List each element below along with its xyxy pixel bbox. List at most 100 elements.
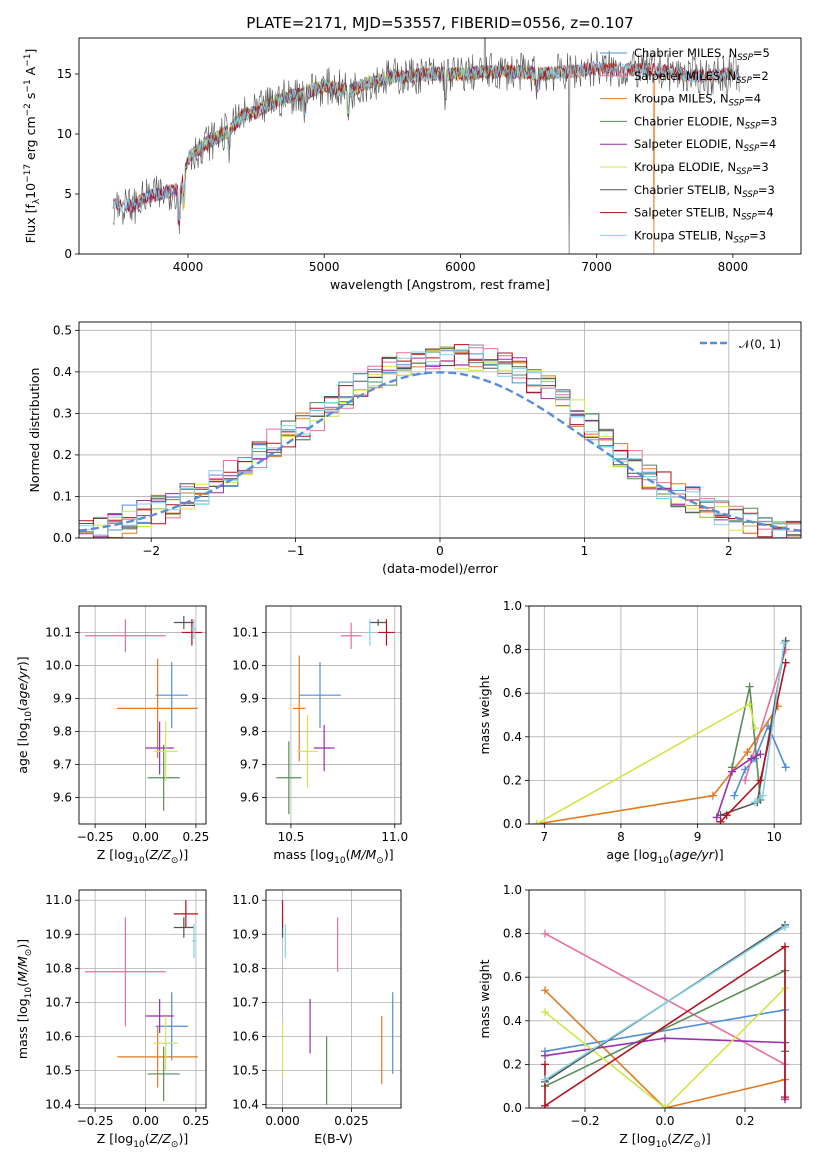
y-tick-label: 10.6 xyxy=(232,1029,259,1043)
x-tick-label: 7000 xyxy=(581,260,612,274)
legend: Chabrier MILES, NSSP=5 Salpeter MILES, NS… xyxy=(600,46,777,245)
y-tick-label: 10.9 xyxy=(232,927,259,941)
legend-entry: Chabrier MILES, NSSP=5 xyxy=(634,46,770,63)
weight-marker xyxy=(780,639,789,648)
weight-marker xyxy=(532,820,541,824)
weight-marker xyxy=(541,1051,549,1060)
x-tick-label: 8 xyxy=(617,830,625,844)
weight-marker xyxy=(730,791,739,800)
y-tick-label: 10.7 xyxy=(45,995,72,1009)
x-axis-label: E(B-V) xyxy=(314,1131,353,1146)
panel-spectrum: 4000 5000 6000 7000 8000 0 5 10 15 wavelength [An… xyxy=(23,37,802,292)
panel-mass-vs-Z: −0.25 0.00 0.25 10.4 10.5 10.6 10.7 10.8 10.9 11.… xyxy=(15,889,210,1150)
panel-mass-vs-ebv: 0.000 0.025 10.4 10.5 10.6 10.7 10.8 10.9 11.0 E(… xyxy=(232,889,402,1146)
x-tick-label: −0.25 xyxy=(77,830,114,844)
x-tick-label: 0.2 xyxy=(735,1114,754,1128)
x-axis-label: Z [log10(Z/Z⊙)] xyxy=(97,847,188,866)
weight-marker xyxy=(743,748,752,757)
panel-age-vs-mass: 10.5 11.0 9.6 9.7 9.8 9.9 10.0 10.1 mass [log10(… xyxy=(232,605,408,866)
spectrum-line xyxy=(112,60,740,222)
x-tick-label: −0.25 xyxy=(77,1114,114,1128)
panel-residuals: −2 −1 0 1 2 0.0 0.1 0.2 0.3 0.4 0.5 (data-model)/er… xyxy=(27,321,802,576)
panel-mass-weight-vs-Z: −0.2 0.0 0.2 0.0 0.2 0.4 0.6 0.8 1.0 Z [log10(Z/Z… xyxy=(477,883,802,1150)
weight-marker xyxy=(745,682,754,691)
weight-marker xyxy=(781,658,790,667)
weight-marker xyxy=(781,1093,789,1102)
y-tick-label: 10.4 xyxy=(45,1098,72,1112)
figure-title: PLATE=2171, MJD=53557, FIBERID=0556, z=0… xyxy=(246,14,633,32)
x-tick-label: 4000 xyxy=(173,260,204,274)
y-tick-label: 10.9 xyxy=(45,927,72,941)
panel-age-vs-Z: −0.25 0.00 0.25 9.6 9.7 9.8 9.9 10.0 10.1 Z [log1… xyxy=(15,605,210,866)
weight-marker xyxy=(661,1034,669,1043)
x-tick-label: 11.0 xyxy=(381,830,408,844)
x-tick-label: −2 xyxy=(142,544,160,558)
y-tick-label: 1.0 xyxy=(503,883,522,897)
weight-line xyxy=(536,705,779,824)
y-tick-label: 10.0 xyxy=(232,658,259,672)
y-tick-label: 0.6 xyxy=(503,686,522,700)
plot-area xyxy=(85,900,198,1102)
y-tick-label: 11.0 xyxy=(45,893,72,907)
y-tick-label: 10.8 xyxy=(45,961,72,975)
y-tick-label: 0.8 xyxy=(503,927,522,941)
x-tick-label: 0.0 xyxy=(655,1114,674,1128)
y-tick-label: 11.0 xyxy=(232,893,259,907)
y-tick-label: 0.1 xyxy=(53,489,72,503)
weight-line xyxy=(544,989,786,1108)
y-axis-label: mass [log10(M/M⊙)] xyxy=(15,939,34,1059)
x-tick-label: 0.25 xyxy=(183,830,210,844)
y-tick-label: 5 xyxy=(64,187,72,201)
y-axis-label: mass weight xyxy=(477,959,492,1038)
legend-entry: Salpeter MILES, NSSP=2 xyxy=(634,69,769,86)
y-tick-label: 9.8 xyxy=(53,725,72,739)
histogram-step xyxy=(79,344,801,536)
weight-line xyxy=(715,753,761,818)
y-tick-label: 9.6 xyxy=(240,791,259,805)
plot-area xyxy=(541,920,789,1108)
weight-marker xyxy=(758,791,767,800)
weight-marker xyxy=(747,754,756,763)
y-tick-label: 0 xyxy=(64,247,72,261)
weight-marker xyxy=(781,763,790,772)
y-tick-label: 9.7 xyxy=(240,758,259,772)
y-tick-label: 10.1 xyxy=(45,625,72,639)
y-axis-label: Flux [fλ10−17 erg cm−2 s−1 A−1] xyxy=(23,49,42,244)
y-tick-label: 10.4 xyxy=(232,1098,259,1112)
y-tick-label: 9.8 xyxy=(240,725,259,739)
x-axis-label: mass [log10(M/M⊙)] xyxy=(273,847,393,866)
x-tick-label: 7 xyxy=(541,830,549,844)
x-tick-label: 10.5 xyxy=(278,830,305,844)
weight-marker xyxy=(728,767,737,776)
weight-marker xyxy=(716,817,725,824)
plot-area xyxy=(276,619,395,815)
weight-line xyxy=(544,926,786,1081)
weight-marker xyxy=(741,776,750,785)
weight-marker xyxy=(541,1060,549,1069)
x-tick-label: 0 xyxy=(436,544,444,558)
legend-entry: Kroupa ELODIE, NSSP=3 xyxy=(634,160,769,177)
weight-marker xyxy=(781,942,789,951)
y-tick-label: 0.0 xyxy=(503,817,522,831)
axes-frame xyxy=(78,37,802,255)
weight-marker xyxy=(708,791,717,800)
axes-frame xyxy=(78,321,802,539)
axes-frame xyxy=(528,889,802,1109)
x-tick-label: 8000 xyxy=(718,260,749,274)
x-axis-label: wavelength [Angstrom, rest frame] xyxy=(330,277,550,292)
weight-line xyxy=(544,987,786,1108)
y-tick-label: 0.0 xyxy=(503,1101,522,1115)
legend-entry: Salpeter STELIB, NSSP=4 xyxy=(634,206,774,223)
legend-entry: 𝒩(0, 1) xyxy=(739,337,781,351)
weight-marker xyxy=(745,700,754,709)
x-tick-label: 1 xyxy=(581,544,589,558)
weight-line xyxy=(544,945,786,1108)
weight-marker xyxy=(541,1101,549,1108)
weight-marker xyxy=(541,929,549,938)
y-tick-label: 0.4 xyxy=(53,365,72,379)
legend-entry: Chabrier ELODIE, NSSP=3 xyxy=(634,114,777,131)
normal-curve xyxy=(79,371,801,532)
y-tick-label: 9.7 xyxy=(53,758,72,772)
x-tick-label: 0.25 xyxy=(183,1114,210,1128)
